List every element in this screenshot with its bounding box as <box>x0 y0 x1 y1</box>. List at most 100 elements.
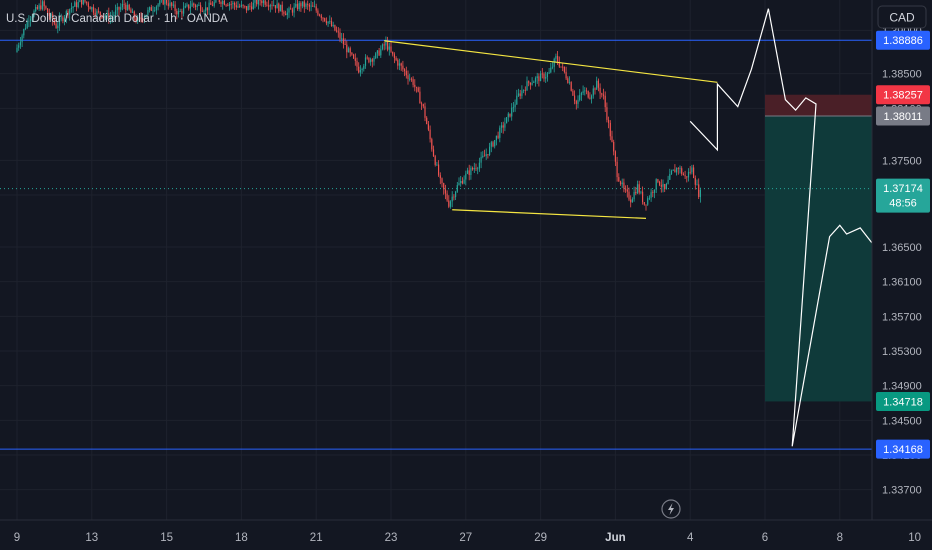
candle-body-127 <box>232 2 234 5</box>
candle-body-340 <box>594 88 596 90</box>
candle-body-64 <box>125 4 127 10</box>
candle-body-115 <box>211 4 214 6</box>
candle-body-345 <box>602 94 605 96</box>
candle-body-264 <box>465 173 467 180</box>
currency-button[interactable]: CAD <box>877 5 927 29</box>
candle-body-28 <box>64 17 66 22</box>
currency-button-label[interactable]: CAD <box>889 11 915 25</box>
candle-body-373 <box>650 192 652 198</box>
candle-body-314 <box>550 67 552 73</box>
candle-body-230 <box>407 75 409 79</box>
projection-path <box>689 8 905 447</box>
candle-body-241 <box>426 117 428 125</box>
candle-body-317 <box>555 56 557 59</box>
candle-body-399 <box>694 178 696 185</box>
candle-body-105 <box>194 5 197 7</box>
candle-body-332 <box>580 93 582 95</box>
candle-body-211 <box>375 53 377 59</box>
candle-body-386 <box>672 169 674 171</box>
lightning-icon[interactable] <box>661 499 681 519</box>
candle-body-46 <box>94 12 96 16</box>
candle-body-359 <box>626 189 628 192</box>
candle-body-235 <box>415 86 418 88</box>
candle-body-122 <box>223 0 225 5</box>
candle-body-32 <box>70 7 72 10</box>
candle-body-215 <box>381 44 384 50</box>
candle-body-27 <box>62 17 64 22</box>
candle-body-13 <box>38 5 40 9</box>
price-badge-level-5 <box>876 439 930 459</box>
candle-body-63 <box>123 4 125 5</box>
price-badge-label-0: 1.38886 <box>883 35 923 47</box>
candle-body-161 <box>290 8 292 10</box>
candle-body-385 <box>670 170 673 175</box>
price-tick-9: 1.34900 <box>882 381 922 393</box>
candle-body-257 <box>453 196 455 198</box>
candle-body-329 <box>575 101 577 104</box>
candle-body-218 <box>387 41 389 50</box>
candle-body-180 <box>322 17 324 19</box>
candle-body-69 <box>133 11 135 19</box>
candle-body-294 <box>516 95 518 105</box>
candle-body-25 <box>58 18 61 26</box>
candle-body-152 <box>274 5 276 9</box>
candle-body-184 <box>329 21 331 22</box>
candle-body-304 <box>533 81 535 83</box>
candle-body-285 <box>500 125 503 128</box>
candle-body-167 <box>300 3 302 7</box>
candle-body-73 <box>140 17 142 20</box>
candle-body-221 <box>392 51 394 55</box>
candle-body-107 <box>198 5 200 7</box>
candle-body-171 <box>307 3 309 5</box>
candle-body-282 <box>495 135 497 141</box>
candle-body-129 <box>235 5 237 8</box>
candle-body-262 <box>461 180 463 184</box>
currency-button-frame[interactable] <box>877 5 927 29</box>
price-badge-label-1: 1.38257 <box>883 90 923 102</box>
candle-body-40 <box>84 0 86 2</box>
candle-body-302 <box>529 82 531 85</box>
candle-body-356 <box>621 182 623 185</box>
candle-body-335 <box>585 90 588 92</box>
candle-body-283 <box>497 135 499 138</box>
candle-body-261 <box>460 180 462 184</box>
candle-body-133 <box>242 4 244 6</box>
candle-body-97 <box>181 11 183 14</box>
candle-body-339 <box>592 88 594 96</box>
candle-body-94 <box>176 11 178 15</box>
candle-body-75 <box>143 17 146 21</box>
candle-body-31 <box>69 9 71 15</box>
time-tick-9: 4 <box>687 532 694 544</box>
time-axis-background[interactable] <box>0 520 932 550</box>
candle-body-34 <box>74 2 76 7</box>
countdown-label: 48:56 <box>889 198 917 210</box>
candle-body-123 <box>225 4 227 6</box>
candle-body-112 <box>206 7 208 11</box>
candle-body-263 <box>463 179 465 184</box>
candle-body-15 <box>41 1 44 10</box>
candle-body-1 <box>18 45 20 48</box>
candle-body-270 <box>475 168 477 169</box>
candle-body-395 <box>687 171 690 178</box>
candle-body-30 <box>67 11 69 15</box>
candle-body-321 <box>562 66 564 68</box>
candle-body-11 <box>35 7 37 12</box>
candle-body-67 <box>130 9 132 13</box>
candle-body-252 <box>444 189 446 194</box>
candle-body-5 <box>24 28 27 30</box>
candle-body-275 <box>483 155 486 157</box>
candle-body-61 <box>120 7 122 10</box>
candle-body-296 <box>519 93 521 96</box>
candle-body-318 <box>557 56 559 62</box>
candle-body-286 <box>502 125 504 128</box>
candle-body-200 <box>356 60 358 67</box>
candle-body-29 <box>65 11 67 18</box>
candle-body-216 <box>383 44 385 46</box>
candle-body-128 <box>234 2 236 6</box>
candle-body-88 <box>166 0 168 4</box>
candle-body-131 <box>239 6 241 8</box>
trendlines-layer <box>384 40 718 219</box>
candle-body-23 <box>55 23 57 29</box>
